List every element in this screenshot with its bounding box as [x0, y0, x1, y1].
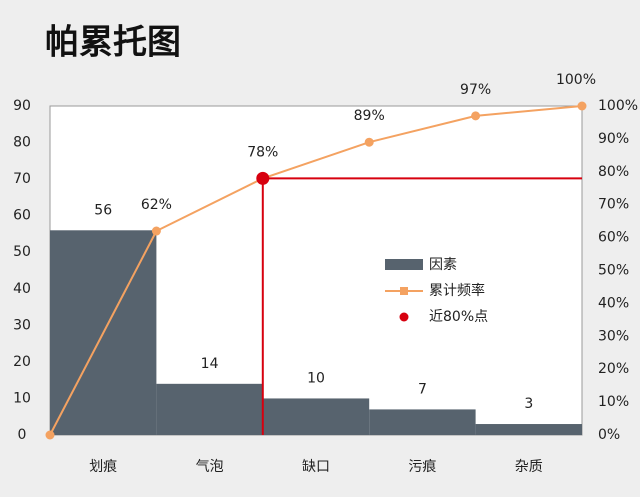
- y2-tick-label: 0%: [598, 427, 620, 443]
- line-value-label: 100%: [556, 72, 596, 88]
- legend-line-marker: [400, 287, 408, 295]
- bar-value-label: 7: [418, 381, 427, 397]
- y-tick-label: 80: [13, 135, 31, 151]
- bar: [475, 424, 582, 435]
- y-tick-label: 50: [13, 244, 31, 260]
- legend-dot: [399, 312, 409, 322]
- bar-value-label: 10: [307, 370, 325, 386]
- y2-tick-label: 60%: [598, 230, 629, 246]
- y2-tick-label: 40%: [598, 295, 629, 311]
- y-tick-label: 40: [13, 281, 31, 297]
- x-tick-label: 气泡: [196, 459, 224, 475]
- legend-label: 累计频率: [429, 282, 485, 299]
- y2-tick-label: 50%: [598, 263, 629, 279]
- y-tick-label: 30: [13, 317, 31, 333]
- y2-tick-label: 30%: [598, 328, 629, 344]
- x-tick-label: 杂质: [515, 459, 543, 475]
- y2-tick-label: 80%: [598, 164, 629, 180]
- y-tick-label: 90: [13, 98, 31, 114]
- line-marker: [577, 101, 587, 111]
- y2-tick-label: 10%: [598, 394, 629, 410]
- y2-tick-label: 90%: [598, 131, 629, 147]
- line-marker: [471, 111, 481, 121]
- line-value-label: 78%: [247, 144, 278, 160]
- legend-label: 因素: [429, 257, 457, 273]
- line-marker: [364, 137, 374, 147]
- bar-value-label: 3: [524, 396, 533, 412]
- y2-tick-label: 100%: [598, 98, 638, 114]
- line-origin-segment: [49, 230, 158, 436]
- x-tick-label: 缺口: [302, 459, 330, 475]
- x-tick-label: 污痕: [408, 459, 436, 475]
- line-value-label: 62%: [141, 197, 172, 213]
- bar-value-label: 56: [94, 202, 112, 218]
- y-tick-label: 0: [18, 427, 27, 443]
- line-value-label: 97%: [460, 82, 491, 98]
- bar: [156, 383, 263, 435]
- y-tick-label: 10: [13, 390, 31, 406]
- line-value-label: 89%: [354, 108, 385, 124]
- legend-swatch: [385, 259, 423, 270]
- bar-value-label: 14: [201, 356, 219, 372]
- legend-label: 近80%点: [429, 309, 488, 325]
- line-origin-marker: [45, 430, 55, 440]
- bar: [262, 398, 370, 435]
- highlight-point: [256, 171, 270, 185]
- line-marker: [151, 226, 161, 236]
- chart-title: 帕累托图: [45, 23, 181, 63]
- x-tick-label: 划痕: [89, 459, 117, 475]
- y-tick-label: 20: [13, 354, 31, 370]
- y2-tick-label: 20%: [598, 361, 629, 377]
- y-tick-label: 70: [13, 171, 31, 187]
- y2-tick-label: 70%: [598, 197, 629, 213]
- y-tick-label: 60: [13, 208, 31, 224]
- bar: [369, 409, 476, 435]
